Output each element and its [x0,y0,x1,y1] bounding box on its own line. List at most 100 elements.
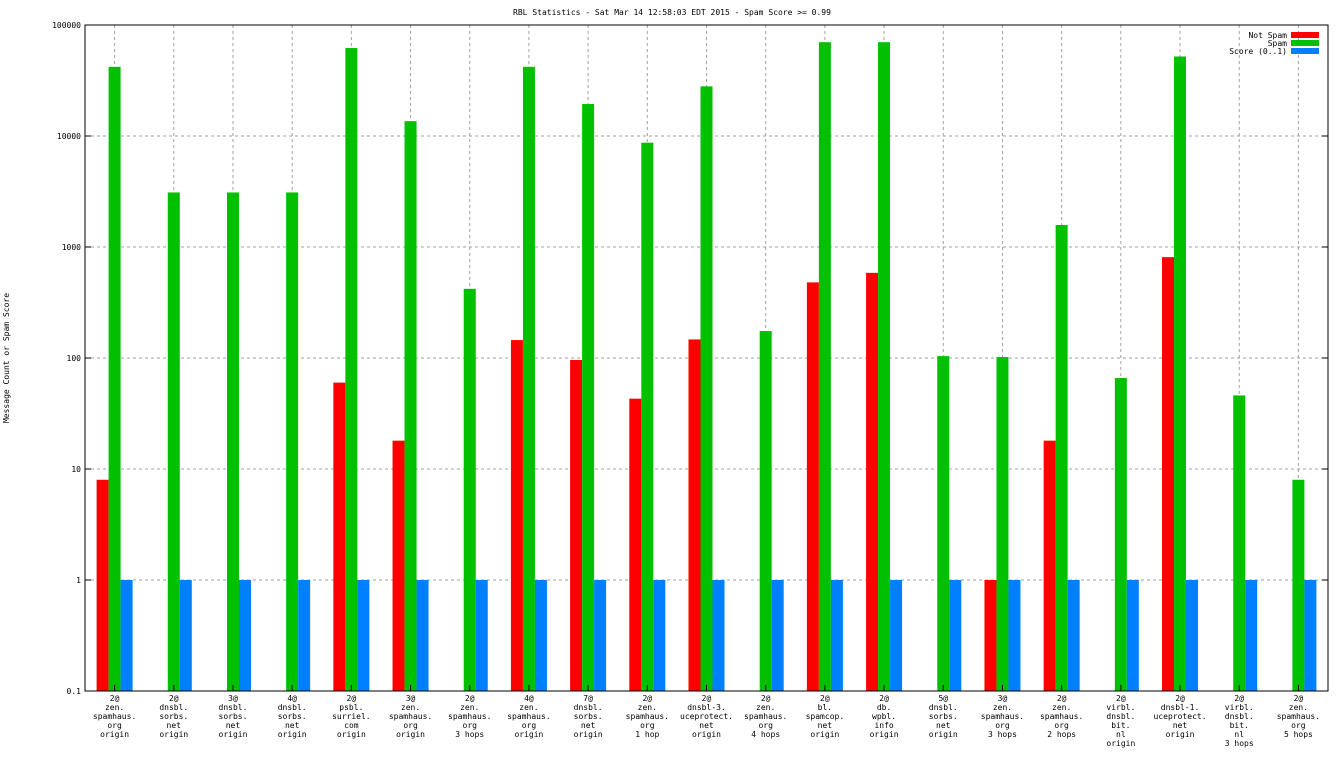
x-tick-label: virbl. [1106,703,1135,712]
x-tick-label: spamhaus. [507,712,550,721]
x-tick-label: origin [929,730,958,739]
x-tick-label: nl [1116,730,1126,739]
x-tick-label: dnsbl. [574,703,603,712]
bar-score- [1126,580,1139,691]
x-tick-label: dnsbl. [159,703,188,712]
bar-spam [937,356,950,691]
bar-score- [712,580,725,691]
y-axis-label: Message Count or Spam Score [2,293,11,423]
x-tick-label: net [818,721,833,730]
x-tick-label: org [1291,721,1306,730]
x-tick-label: bl. [818,703,832,712]
x-tick-label: sorbs. [219,712,248,721]
bar-score- [179,580,192,691]
legend-swatch [1291,48,1319,54]
x-tick-label: org [1054,721,1069,730]
x-tick-label: 2@ [1234,694,1244,703]
y-tick-label: 10 [71,465,81,474]
x-tick-label: dnsbl. [278,703,307,712]
x-tick-label: 2@ [879,694,889,703]
bar-spam [522,66,535,691]
bar-score- [298,580,311,691]
x-tick-label: 2@ [169,694,179,703]
x-tick-label: zen. [1052,703,1071,712]
x-tick-label: 3@ [406,694,416,703]
x-tick-label: 3 hops [455,730,484,739]
x-tick-label: 2@ [1057,694,1067,703]
bar-spam [108,66,121,691]
y-tick-label: 0.1 [67,687,82,696]
x-ticks: 2@zen.spamhaus.orgorigin2@dnsbl.sorbs.ne… [93,685,1320,748]
x-tick-label: net [699,721,714,730]
x-tick-label: spamhaus. [981,712,1024,721]
x-tick-label: 2@ [110,694,120,703]
bar-score- [830,580,843,691]
bar-spam [1292,479,1305,691]
x-tick-label: zen. [105,703,124,712]
bar-score- [120,580,133,691]
x-tick-label: origin [1106,739,1135,748]
bar-spam [404,121,417,691]
bar-not-spam [688,339,701,691]
x-tick-label: org [640,721,655,730]
x-tick-label: net [1173,721,1188,730]
x-tick-label: 2@ [1175,694,1185,703]
bar-score- [653,580,666,691]
bar-spam [1233,395,1246,691]
bar-spam [1055,224,1068,691]
x-tick-label: org [463,721,478,730]
x-tick-label: origin [278,730,307,739]
x-tick-label: org [995,721,1010,730]
x-tick-label: net [581,721,596,730]
x-tick-label: bit. [1111,721,1130,730]
x-tick-label: 2@ [702,694,712,703]
bar-score- [1008,580,1021,691]
x-tick-label: db. [877,703,891,712]
y-tick-label: 100 [67,354,82,363]
bar-spam [878,42,891,692]
bar-score- [1186,580,1199,691]
bar-spam [641,142,654,691]
bar-not-spam [510,340,523,691]
bar-not-spam [96,479,109,691]
bar-score- [475,580,488,691]
bar-not-spam [392,440,405,691]
x-tick-label: net [226,721,241,730]
bar-spam [996,357,1009,691]
legend-swatch [1291,40,1319,46]
x-tick-label: org [758,721,773,730]
x-tick-label: info [874,721,893,730]
bar-not-spam [1162,257,1175,691]
x-tick-label: dnsbl-3. [687,703,726,712]
x-tick-label: bit. [1230,721,1249,730]
x-tick-label: nl [1234,730,1244,739]
x-tick-label: origin [810,730,839,739]
x-tick-label: 2 hops [1047,730,1076,739]
bar-score- [238,580,251,691]
legend-swatch [1291,32,1319,38]
x-tick-label: spamhaus. [389,712,432,721]
x-tick-label: sorbs. [278,712,307,721]
x-tick-label: spamcop. [806,712,845,721]
legend-label: Score (0..1) [1229,47,1287,56]
x-tick-label: dnsbl. [1106,712,1135,721]
x-tick-label: origin [159,730,188,739]
bar-spam [286,192,299,691]
x-tick-label: origin [396,730,425,739]
x-tick-label: 3 hops [1225,739,1254,748]
bar-spam [1174,56,1187,692]
x-tick-label: spamhaus. [744,712,787,721]
x-tick-label: org [522,721,537,730]
bar-spam [226,192,239,691]
chart-title: RBL Statistics - Sat Mar 14 12:58:03 EDT… [513,8,831,17]
y-tick-label: 1000 [62,243,81,252]
x-tick-label: com [344,721,359,730]
bar-score- [1067,580,1080,691]
x-tick-label: 3@ [998,694,1008,703]
x-tick-label: dnsbl-1. [1161,703,1200,712]
x-tick-label: sorbs. [159,712,188,721]
x-tick-label: 2@ [347,694,357,703]
x-tick-label: origin [692,730,721,739]
bar-not-spam [629,398,642,691]
